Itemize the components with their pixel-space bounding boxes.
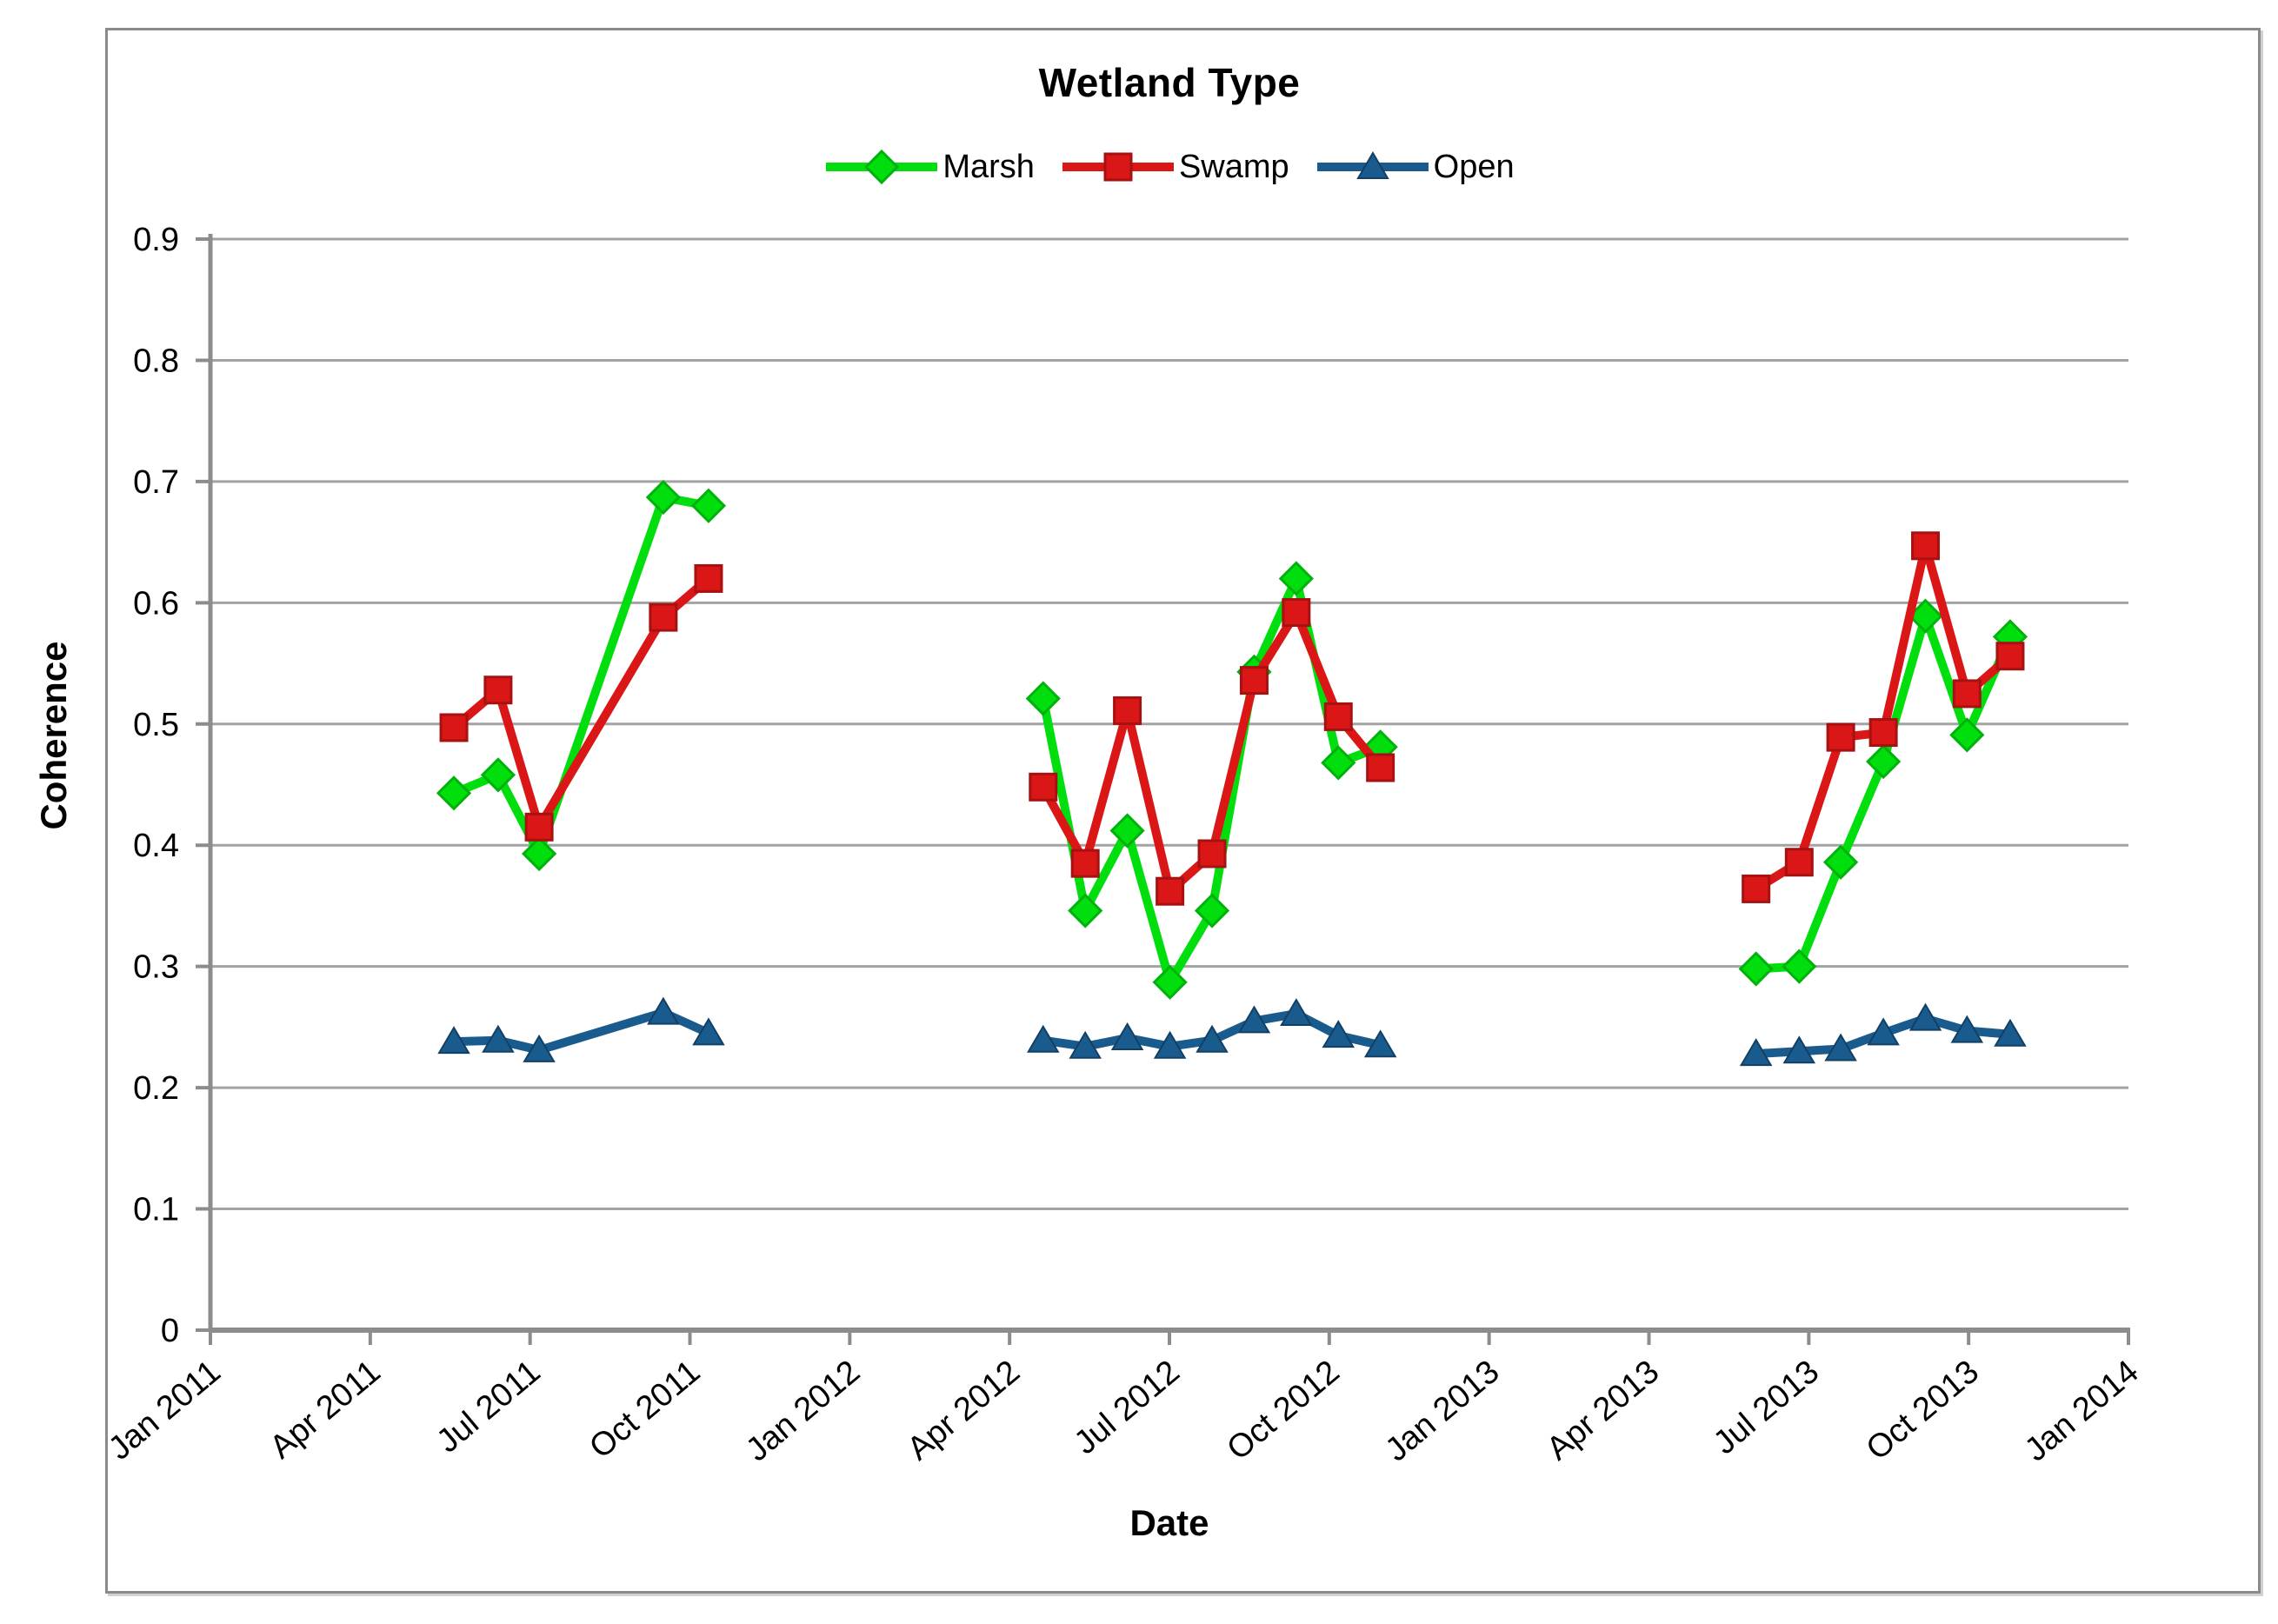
svg-text:Jan 2014: Jan 2014: [2018, 1354, 2146, 1469]
svg-text:0: 0: [161, 1313, 179, 1349]
svg-text:0.1: 0.1: [133, 1192, 179, 1228]
legend-label-open: Open: [1433, 148, 1515, 185]
svg-text:Jan 2012: Jan 2012: [739, 1354, 867, 1469]
svg-text:Apr 2011: Apr 2011: [263, 1354, 388, 1466]
legend-label-swamp: Swamp: [1178, 148, 1289, 185]
legend-item-marsh: Marsh: [824, 146, 1035, 188]
svg-text:Oct 2013: Oct 2013: [1860, 1354, 1986, 1468]
svg-text:Jul 2012: Jul 2012: [1068, 1354, 1187, 1462]
svg-text:0.3: 0.3: [133, 949, 179, 986]
legend-label-marsh: Marsh: [943, 148, 1035, 185]
chart-title: Wetland Type: [1038, 60, 1301, 105]
legend-item-open: Open: [1316, 146, 1515, 188]
svg-text:0.6: 0.6: [133, 585, 179, 622]
svg-text:0.2: 0.2: [133, 1070, 179, 1107]
svg-text:Oct 2011: Oct 2011: [583, 1354, 707, 1466]
svg-text:Jan 2011: Jan 2011: [102, 1354, 228, 1468]
svg-text:Jul 2011: Jul 2011: [430, 1354, 548, 1461]
svg-text:0.9: 0.9: [133, 222, 179, 258]
svg-text:Apr 2013: Apr 2013: [1540, 1354, 1666, 1468]
svg-text:0.4: 0.4: [133, 828, 179, 864]
svg-text:Jan 2013: Jan 2013: [1379, 1354, 1507, 1469]
y-axis-title: Coherence: [33, 641, 74, 830]
open-line-marker-icon: [1316, 151, 1429, 179]
marsh-line-marker-icon: [826, 149, 938, 185]
x-axis-title: Date: [1129, 1502, 1209, 1543]
svg-text:0.7: 0.7: [133, 464, 179, 501]
svg-text:Jul 2013: Jul 2013: [1707, 1354, 1826, 1462]
legend: Marsh Swamp Open: [210, 146, 2128, 188]
svg-text:Oct 2012: Oct 2012: [1220, 1354, 1346, 1468]
legend-item-swamp: Swamp: [1061, 146, 1289, 188]
svg-text:Apr 2012: Apr 2012: [901, 1354, 1027, 1468]
swamp-line-marker-icon: [1062, 152, 1174, 182]
svg-text:0.8: 0.8: [133, 343, 179, 379]
svg-text:0.5: 0.5: [133, 707, 179, 743]
